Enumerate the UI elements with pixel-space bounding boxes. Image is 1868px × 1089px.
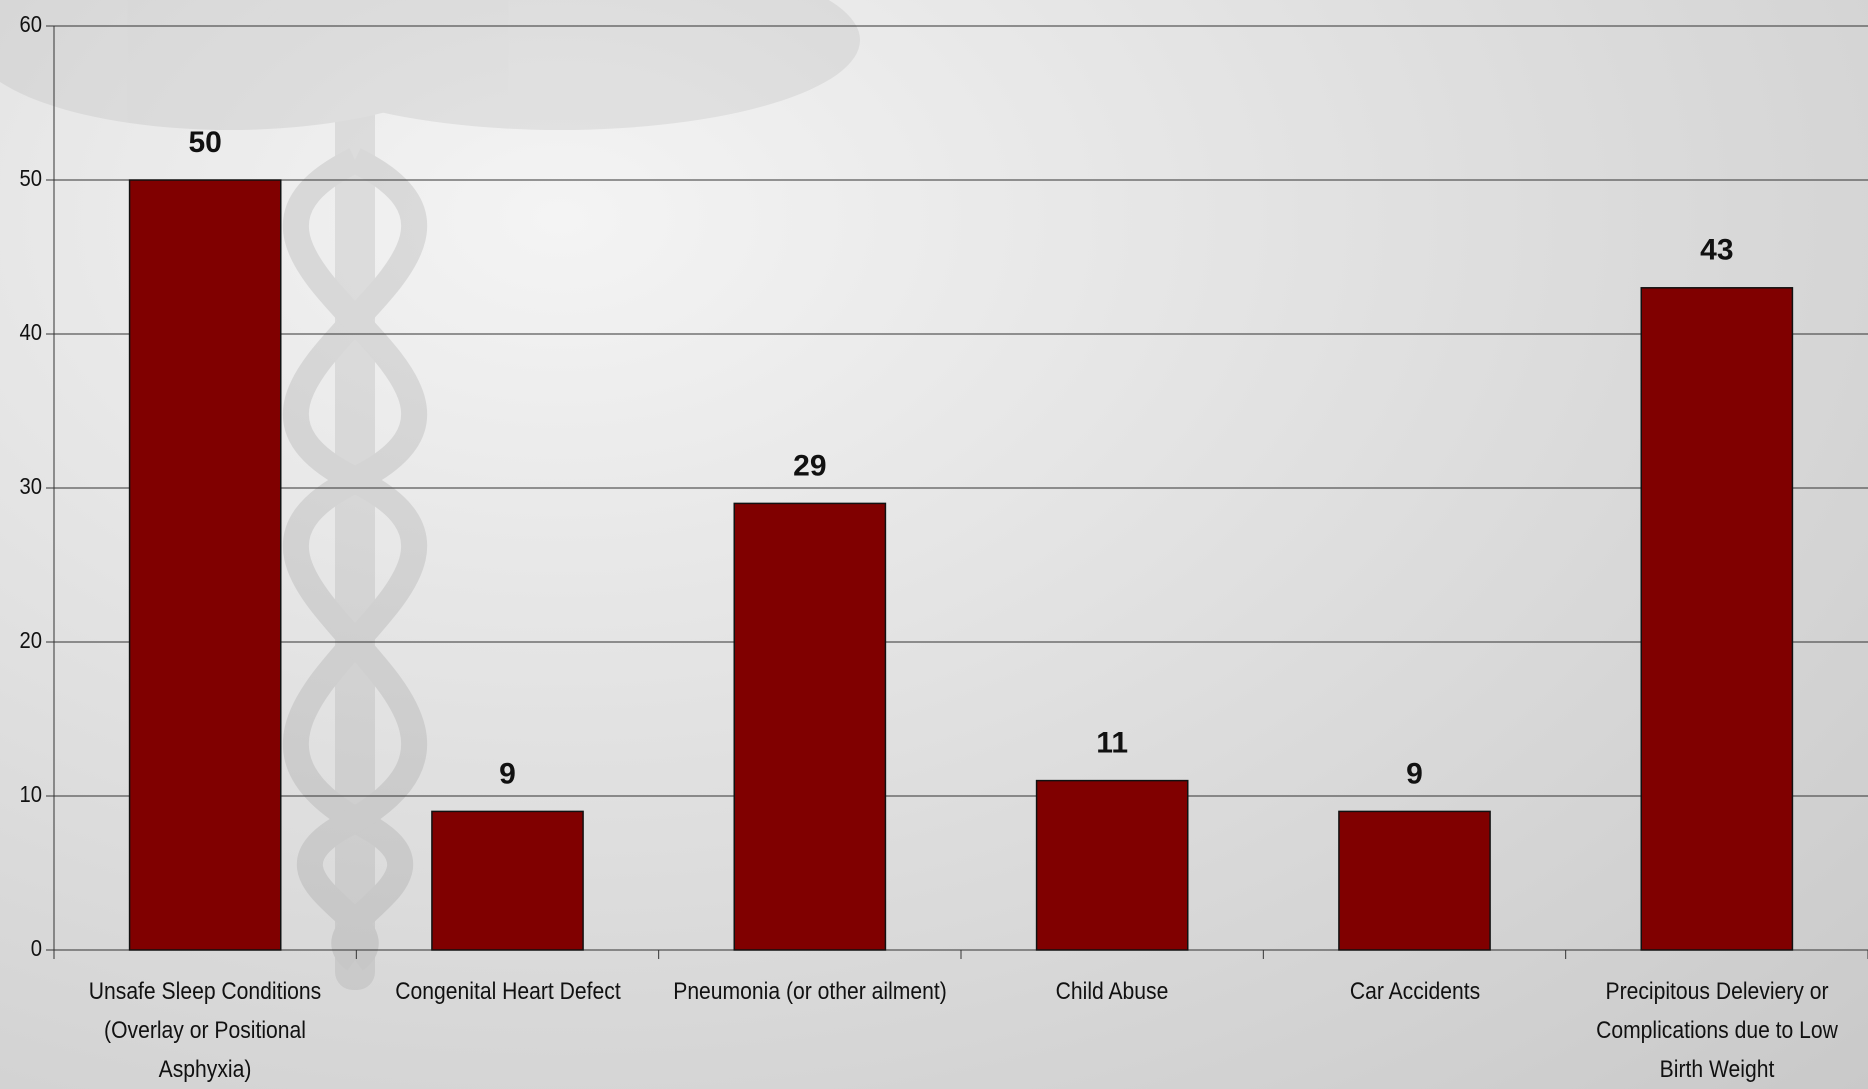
bar [1339, 811, 1490, 950]
bar [734, 503, 885, 950]
data-label: 29 [793, 449, 826, 482]
x-tick-label: Child Abuse [963, 972, 1262, 1011]
data-label: 43 [1700, 234, 1733, 267]
data-label: 50 [188, 126, 221, 159]
data-label: 9 [499, 757, 516, 790]
chart-canvas: 0 10 20 30 40 50 60 50 9 29 11 9 43 [0, 0, 1868, 1089]
x-tick-label: Pneumonia (or other ailment) [660, 972, 959, 1011]
chart: 0 10 20 30 40 50 60 50 9 29 11 9 43 Unsafe Sleep Con… [0, 0, 1868, 1089]
data-label: 9 [1406, 757, 1423, 790]
bar [1037, 781, 1188, 950]
y-tick-label: 30 [19, 473, 42, 500]
y-tick-label: 0 [31, 935, 42, 962]
y-tick-label: 40 [19, 319, 42, 346]
data-label: 11 [1096, 727, 1128, 760]
x-tick-label: Precipitous Deleviery or Complications d… [1567, 972, 1866, 1089]
y-tick-label: 20 [19, 627, 42, 654]
bar [130, 180, 281, 950]
y-tick-label: 60 [19, 11, 42, 38]
y-tick-label: 50 [19, 165, 42, 192]
y-tick-label: 10 [19, 781, 42, 808]
x-tick-label: Congenital Heart Defect [358, 972, 657, 1011]
bar [1641, 288, 1792, 950]
bar [432, 811, 583, 950]
x-tick-label: Car Accidents [1265, 972, 1564, 1011]
x-tick-label: Unsafe Sleep Conditions (Overlay or Posi… [56, 972, 355, 1089]
